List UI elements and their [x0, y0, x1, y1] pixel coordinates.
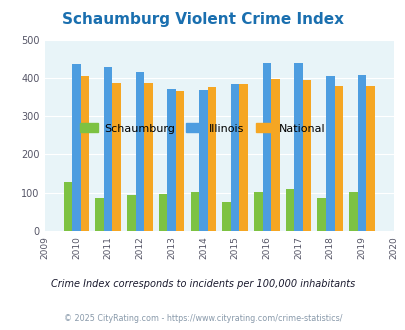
Bar	[167, 88, 175, 231]
Text: Crime Index corresponds to incidents per 100,000 inhabitants: Crime Index corresponds to incidents per…	[51, 279, 354, 289]
Bar	[365, 86, 374, 231]
Bar	[72, 64, 81, 231]
Bar	[357, 75, 365, 231]
Bar	[262, 63, 271, 231]
Bar	[254, 192, 262, 231]
Bar	[325, 76, 334, 231]
Bar	[230, 84, 239, 231]
Bar	[112, 83, 121, 231]
Bar	[127, 195, 135, 231]
Bar	[271, 79, 279, 231]
Bar	[207, 87, 216, 231]
Text: © 2025 CityRating.com - https://www.cityrating.com/crime-statistics/: © 2025 CityRating.com - https://www.city…	[64, 314, 341, 323]
Bar	[158, 194, 167, 231]
Bar	[135, 72, 144, 231]
Bar	[190, 192, 198, 231]
Bar	[64, 182, 72, 231]
Bar	[175, 91, 184, 231]
Legend: Schaumburg, Illinois, National: Schaumburg, Illinois, National	[76, 119, 329, 138]
Text: Schaumburg Violent Crime Index: Schaumburg Violent Crime Index	[62, 12, 343, 26]
Bar	[81, 76, 89, 231]
Bar	[294, 63, 302, 231]
Bar	[317, 198, 325, 231]
Bar	[95, 198, 104, 231]
Bar	[144, 83, 152, 231]
Bar	[239, 84, 247, 231]
Bar	[334, 86, 342, 231]
Bar	[302, 80, 311, 231]
Bar	[222, 202, 230, 231]
Bar	[348, 192, 357, 231]
Bar	[104, 67, 112, 231]
Bar	[198, 90, 207, 231]
Bar	[285, 189, 294, 231]
